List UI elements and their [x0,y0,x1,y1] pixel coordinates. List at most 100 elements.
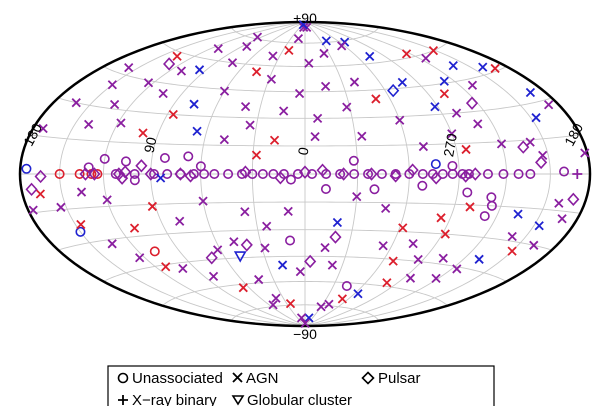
agn-marker [192,126,202,136]
agn-marker [268,51,278,61]
agn-marker [428,45,439,56]
legend: Unassociated AGN Pulsar X−ray binary Glo… [107,365,495,406]
agn-marker [293,33,304,44]
agn-marker [116,118,126,128]
pulsar-marker [79,167,92,181]
agn-marker [507,231,517,242]
unassociated-marker [462,187,473,198]
agn-marker [219,135,229,145]
agn-marker [229,237,239,247]
agn-marker [279,106,289,116]
tick-label-left-180: 180 [20,120,45,148]
agn-marker [124,62,134,73]
agn-marker [349,77,360,87]
pulsar-marker [389,169,402,183]
agn-marker [251,150,262,160]
agn-marker [408,238,418,249]
unassociated-marker [376,169,387,180]
agn-marker [320,81,331,92]
legend-box [107,365,495,406]
agn-marker [465,202,475,212]
unassociated-marker [363,169,374,180]
agn-marker [252,32,263,42]
unassociated-marker [349,169,360,180]
agn-marker [262,221,272,231]
agn-marker [245,120,255,130]
agn-marker [219,86,230,96]
agn-marker [534,221,544,231]
agn-marker [473,119,483,129]
pulsar-marker [240,238,253,252]
agn-marker [382,278,392,288]
unassociated-marker [54,169,65,180]
agn-marker [35,189,46,199]
agn-marker [405,273,416,283]
agn-marker [543,100,554,110]
agn-marker [189,99,199,109]
agn-marker [513,209,523,219]
agn-marker [319,48,329,59]
agn-marker [155,173,166,183]
pulsar-marker [365,167,378,181]
agn-marker [312,113,323,123]
pulsar-marker [298,165,312,179]
pulsar-marker [430,171,443,185]
unassociated-marker [320,184,331,195]
unassociated-marker [430,159,441,170]
pulsar-marker [135,159,148,173]
unassociated-marker [209,169,220,180]
agn-marker [490,63,500,74]
pulsar-marker [337,167,350,181]
agn-marker [337,41,347,51]
agn-marker [321,36,331,46]
pulsar-marker [163,57,176,71]
agn-marker [176,66,187,76]
agn-marker [107,239,117,249]
agn-marker [175,216,185,226]
agn-marker [381,203,391,213]
agn-marker [474,254,484,264]
unassociated-marker [183,151,194,162]
agn-marker [76,219,86,230]
legend-marker-unassociated [117,372,129,384]
agn-marker [461,144,471,155]
agn-marker [496,139,507,149]
agn-marker [242,41,252,52]
legend-label-xray-binary: X−ray binary [132,392,217,406]
agn-marker [448,60,458,71]
pulsar-marker [239,165,252,179]
agn-marker [421,53,431,63]
unassociated-marker [268,169,279,180]
agn-marker [129,223,140,233]
agn-marker [557,214,567,224]
agn-marker [304,58,314,68]
agn-marker [580,148,590,158]
agn-marker [178,263,188,274]
agn-marker [342,102,352,112]
unassociated-marker [21,163,32,174]
unassociated-marker [149,246,160,257]
agn-marker [438,253,448,263]
agn-marker [213,44,223,54]
agn-marker [371,94,381,104]
agn-marker [525,137,535,147]
unassociated-marker [195,161,206,172]
pulsar-marker [567,192,580,207]
unassociated-marker [285,235,296,246]
legend-label-pulsar: Pulsar [378,370,421,387]
unassociated-marker [417,180,428,191]
agn-marker [277,260,288,270]
agn-marker [395,115,405,125]
agn-marker [285,299,296,309]
unassociated-marker [75,226,86,237]
unassociated-marker [92,169,103,180]
agn-marker [284,45,294,56]
agn-marker [478,62,488,72]
unassociated-marker [74,169,85,180]
unassociated-marker [99,153,110,164]
agn-marker [310,132,320,142]
pulsar-marker [316,163,329,177]
agn-marker [332,217,343,228]
xray-binary-marker [572,169,583,179]
agn-marker [388,256,398,266]
